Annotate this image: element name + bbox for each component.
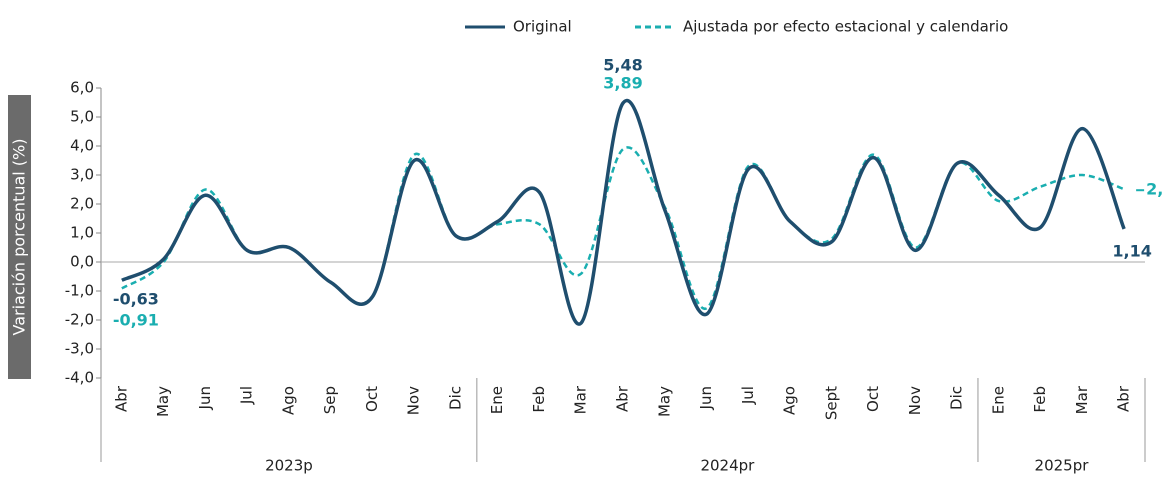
x-tick-label: Nov bbox=[405, 386, 423, 415]
y-axis-label-box bbox=[8, 95, 31, 379]
y-tick-label: 4,0 bbox=[70, 137, 94, 155]
x-tick-label: Ene bbox=[488, 386, 506, 414]
x-tick-label: Jul bbox=[238, 386, 256, 405]
legend-label: Ajustada por efecto estacional y calenda… bbox=[683, 18, 1008, 36]
year-label: 2024pr bbox=[700, 457, 755, 475]
x-tick-label: Abr bbox=[112, 385, 130, 412]
x-tick-label: Nov bbox=[906, 386, 924, 415]
x-tick-label: Jul bbox=[739, 386, 757, 405]
data-label: -0,63 bbox=[113, 290, 159, 309]
x-tick-label: Oct bbox=[363, 386, 381, 412]
year-label: 2023p bbox=[265, 457, 313, 475]
series-line bbox=[121, 146, 1125, 310]
x-tick-label: Ago bbox=[279, 386, 297, 415]
x-tick-label: Dic bbox=[446, 386, 464, 410]
y-tick-label: -2,0 bbox=[65, 311, 94, 329]
data-label: 2,51 bbox=[1146, 180, 1164, 199]
y-tick-label: 5,0 bbox=[70, 108, 94, 126]
x-tick-label: Mar bbox=[1073, 385, 1091, 414]
x-tick-label: Mar bbox=[572, 385, 590, 414]
x-tick-label: Ago bbox=[781, 386, 799, 415]
x-tick-label: Ene bbox=[989, 386, 1007, 414]
legend-label: Original bbox=[513, 18, 572, 36]
y-tick-label: -4,0 bbox=[65, 369, 94, 387]
y-tick-label: 6,0 bbox=[70, 79, 94, 97]
x-tick-label: Oct bbox=[864, 386, 882, 412]
x-tick-label: Abr bbox=[1115, 385, 1133, 412]
x-tick-label: May bbox=[154, 386, 172, 417]
data-label: 5,48 bbox=[603, 56, 642, 75]
x-tick-label: Sept bbox=[822, 386, 840, 420]
x-tick-label: Feb bbox=[1031, 386, 1049, 413]
x-tick-label: Jun bbox=[196, 386, 214, 410]
y-axis-label: Variación porcentual (%) bbox=[10, 139, 29, 336]
x-tick-label: Sep bbox=[321, 386, 339, 414]
x-tick-label: May bbox=[655, 386, 673, 417]
y-tick-label: 1,0 bbox=[70, 224, 94, 242]
x-tick-label: Jun bbox=[697, 386, 715, 410]
y-tick-label: 0,0 bbox=[70, 253, 94, 271]
x-tick-label: Feb bbox=[530, 386, 548, 413]
series-line bbox=[121, 98, 1126, 326]
y-tick-label: -3,0 bbox=[65, 340, 94, 358]
year-label: 2025pr bbox=[1035, 457, 1090, 475]
data-label: 3,89 bbox=[603, 74, 642, 93]
data-label: 1,14 bbox=[1112, 241, 1151, 260]
y-tick-label: 2,0 bbox=[70, 195, 94, 213]
x-tick-label: Abr bbox=[614, 385, 632, 412]
y-tick-label: -1,0 bbox=[65, 282, 94, 300]
data-label: -0,91 bbox=[113, 311, 159, 330]
y-tick-label: 3,0 bbox=[70, 166, 94, 184]
x-tick-label: Dic bbox=[948, 386, 966, 410]
